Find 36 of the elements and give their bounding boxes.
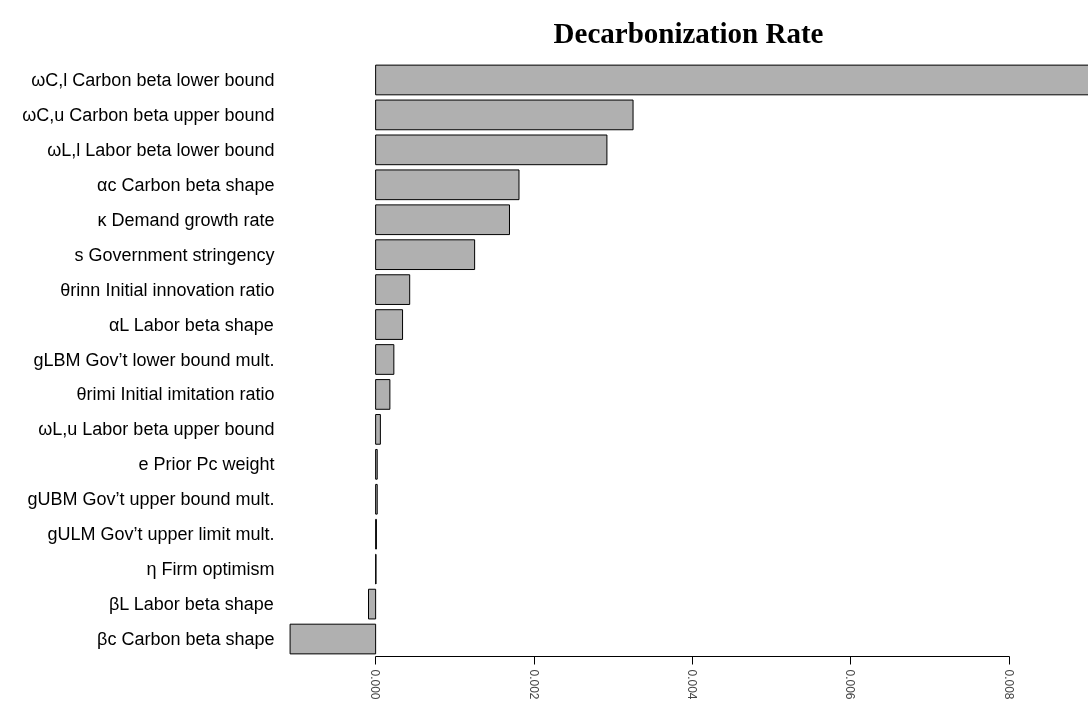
y-tick-label: ωL,l Labor beta lower bound <box>47 139 275 160</box>
bar <box>375 309 404 340</box>
y-tick-label: θrimi Initial imitation ratio <box>76 384 275 405</box>
y-tick-label: gUBM Gov’t upper bound mult. <box>27 489 275 510</box>
y-tick-label: κ Demand growth rate <box>97 209 275 230</box>
x-tick-label: 0.008 <box>1001 669 1016 700</box>
chart-title: Decarbonization Rate <box>553 16 824 49</box>
bar <box>375 204 510 236</box>
x-tick-label: 0.006 <box>843 669 858 700</box>
y-tick-label: βc Carbon beta shape <box>97 629 275 650</box>
bar <box>368 588 377 620</box>
bar <box>375 64 1088 96</box>
bar <box>289 623 377 655</box>
y-tick-label: η Firm optimism <box>146 559 275 580</box>
bar <box>375 274 411 305</box>
x-tick-label: 0.000 <box>368 669 383 700</box>
bar <box>375 344 395 375</box>
y-tick-label: gULM Gov’t upper limit mult. <box>47 524 275 545</box>
y-tick-label: θrinn Initial innovation ratio <box>60 279 275 300</box>
y-tick-label: βL Labor beta shape <box>109 594 274 615</box>
y-tick-label: e Prior Pc weight <box>138 454 275 475</box>
x-tick-label: 0.004 <box>684 669 699 700</box>
x-tick-label: 0.002 <box>526 669 541 700</box>
y-tick-label: αc Carbon beta shape <box>96 174 275 195</box>
y-tick-label: gLBM Gov’t lower bound mult. <box>33 349 275 370</box>
bar <box>375 134 608 166</box>
bar <box>375 169 520 201</box>
bar <box>375 379 391 410</box>
y-tick-label: αL Labor beta shape <box>108 314 274 335</box>
y-tick-label: s Government stringency <box>74 244 275 265</box>
y-tick-label: ωC,l Carbon beta lower bound <box>31 69 275 90</box>
y-tick-label: ωL,u Labor beta upper bound <box>38 419 275 440</box>
bar <box>375 99 634 131</box>
bar <box>375 414 381 445</box>
bar <box>375 239 476 271</box>
y-tick-label: ωC,u Carbon beta upper bound <box>22 104 275 125</box>
